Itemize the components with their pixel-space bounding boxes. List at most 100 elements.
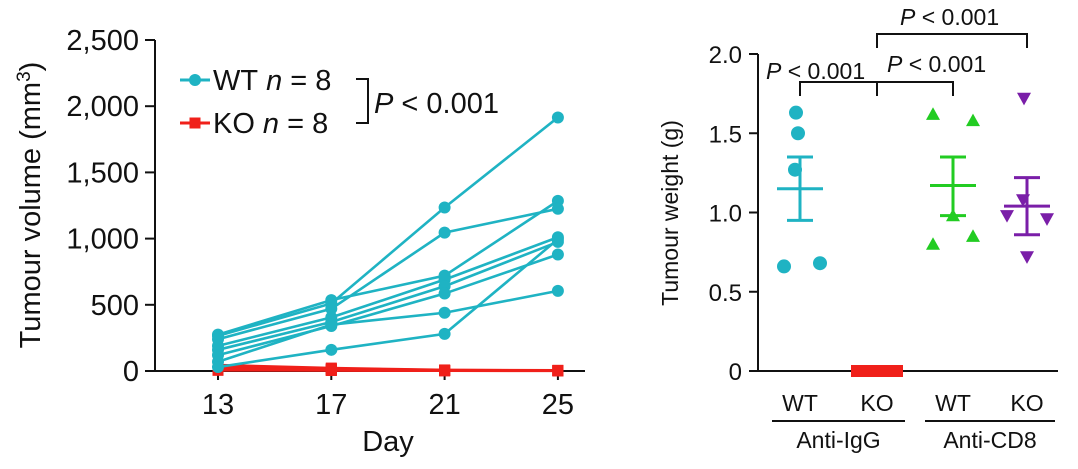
x-tick-label: 17 (315, 389, 347, 421)
p-letter: P (374, 88, 394, 120)
legend-bracket (356, 78, 369, 124)
legend-group: KO (213, 108, 255, 140)
bracket-p-value: P < 0.001 (900, 4, 999, 30)
series-line (217, 116, 559, 338)
legend-n: n (266, 65, 282, 97)
legend-label: WT n = 8 (213, 65, 331, 97)
y-tick-label: 1.5 (709, 121, 742, 148)
legend-marker (189, 117, 201, 129)
y-axis-label-superscript: 3 (14, 71, 35, 82)
y-axis-label: Tumour volume (mm3) (14, 62, 47, 349)
bracket-p-value: P < 0.001 (766, 58, 865, 84)
series-line (217, 289, 559, 363)
group-anti-igg-wt (777, 105, 827, 274)
series-line (217, 199, 559, 336)
data-point (777, 259, 791, 274)
data-point (791, 126, 805, 141)
y-axis-label-main: Tumour volume (mm (15, 82, 47, 348)
y-tick-label: 0 (123, 356, 139, 388)
data-point (966, 113, 980, 127)
x-tick-label: KO (1010, 390, 1043, 416)
y-tick-label: 1.0 (709, 201, 742, 228)
y-tick-label: 1,000 (66, 224, 139, 256)
x-axis-label: Day (362, 426, 414, 458)
data-point (1000, 210, 1014, 223)
legend-group: WT (213, 65, 258, 97)
data-point (438, 327, 451, 340)
p-text: < 0.001 (902, 51, 986, 77)
series-line (217, 369, 558, 373)
p-text: < 0.001 (393, 88, 499, 120)
y-axis-label-close: ) (15, 62, 47, 72)
p-letter: P (900, 4, 916, 30)
data-point (438, 201, 451, 214)
legend-marker (189, 74, 201, 86)
bracket-line (876, 33, 1028, 48)
legend-label: KO n = 8 (213, 108, 328, 140)
x-tick-label: 13 (202, 389, 234, 421)
y-tick-label: 500 (91, 290, 139, 322)
series-line (217, 207, 559, 341)
y-tick-label: 2,500 (66, 25, 139, 57)
data-point (926, 107, 940, 120)
legend-n-value: = 8 (282, 65, 331, 97)
data-point (325, 343, 338, 356)
data-point (325, 302, 338, 315)
x-tick-label: WT (935, 390, 971, 416)
data-point (438, 287, 451, 300)
group-anti-igg-ko (851, 365, 903, 377)
series-line (217, 240, 559, 352)
y-tick-label: 1,500 (66, 157, 139, 189)
series-line (217, 253, 559, 357)
data-point (551, 248, 564, 261)
x-tick-label: WT (782, 390, 818, 416)
data-point (439, 365, 451, 377)
data-point (813, 256, 827, 271)
series-wt-4 (212, 231, 564, 352)
series-line (217, 236, 559, 348)
legend-n: n (263, 108, 279, 140)
data-point (926, 237, 940, 250)
significance-bracket: P < 0.001 (876, 4, 1028, 48)
significance-bracket: P < 0.001 (876, 51, 986, 96)
y-axis-label: Tumour weight (g) (657, 120, 683, 306)
y-tick-label: 0 (729, 359, 742, 386)
x-tick-label: 25 (542, 389, 574, 421)
data-point (212, 361, 224, 374)
data-point (551, 111, 564, 124)
p-text: < 0.001 (781, 58, 865, 84)
group-anti-cd8-wt (926, 107, 980, 250)
p-letter: P (766, 58, 782, 84)
group-anti-cd8-ko (1000, 92, 1054, 264)
x-tick-label: KO (860, 390, 893, 416)
data-point (851, 365, 903, 377)
data-point (551, 202, 564, 215)
bracket-line (876, 81, 954, 96)
data-point (551, 284, 564, 297)
significance-bracket: P < 0.001 (766, 58, 878, 96)
data-point (1040, 213, 1054, 226)
y-tick-label: 2.0 (709, 42, 742, 69)
series-line (217, 238, 559, 369)
weight-axes (757, 54, 1058, 372)
series-wt-8 (212, 233, 564, 374)
x-tick-label: 21 (428, 389, 460, 421)
legend: WT n = 8KO n = 8P < 0.001 (180, 65, 499, 140)
data-point (966, 229, 980, 242)
data-point (438, 226, 451, 239)
p-text: < 0.001 (915, 4, 999, 30)
treatment-label: Anti-IgG (796, 427, 880, 453)
tumour-volume-chart: 0 500 1,000 1,500 2,000 2,500 13 17 21 25 Day Tumou… (14, 25, 585, 458)
data-point (789, 105, 803, 120)
series-wt-1 (212, 111, 564, 342)
data-point (552, 365, 564, 377)
treatment-label: Anti-CD8 (943, 427, 1036, 453)
data-point (438, 306, 451, 319)
y-tick-label: 0.5 (709, 280, 742, 307)
data-point (551, 233, 564, 246)
bracket-p-value: P < 0.001 (887, 51, 986, 77)
data-point (325, 364, 337, 376)
legend-n-value: = 8 (279, 108, 328, 140)
data-point (1020, 251, 1034, 264)
